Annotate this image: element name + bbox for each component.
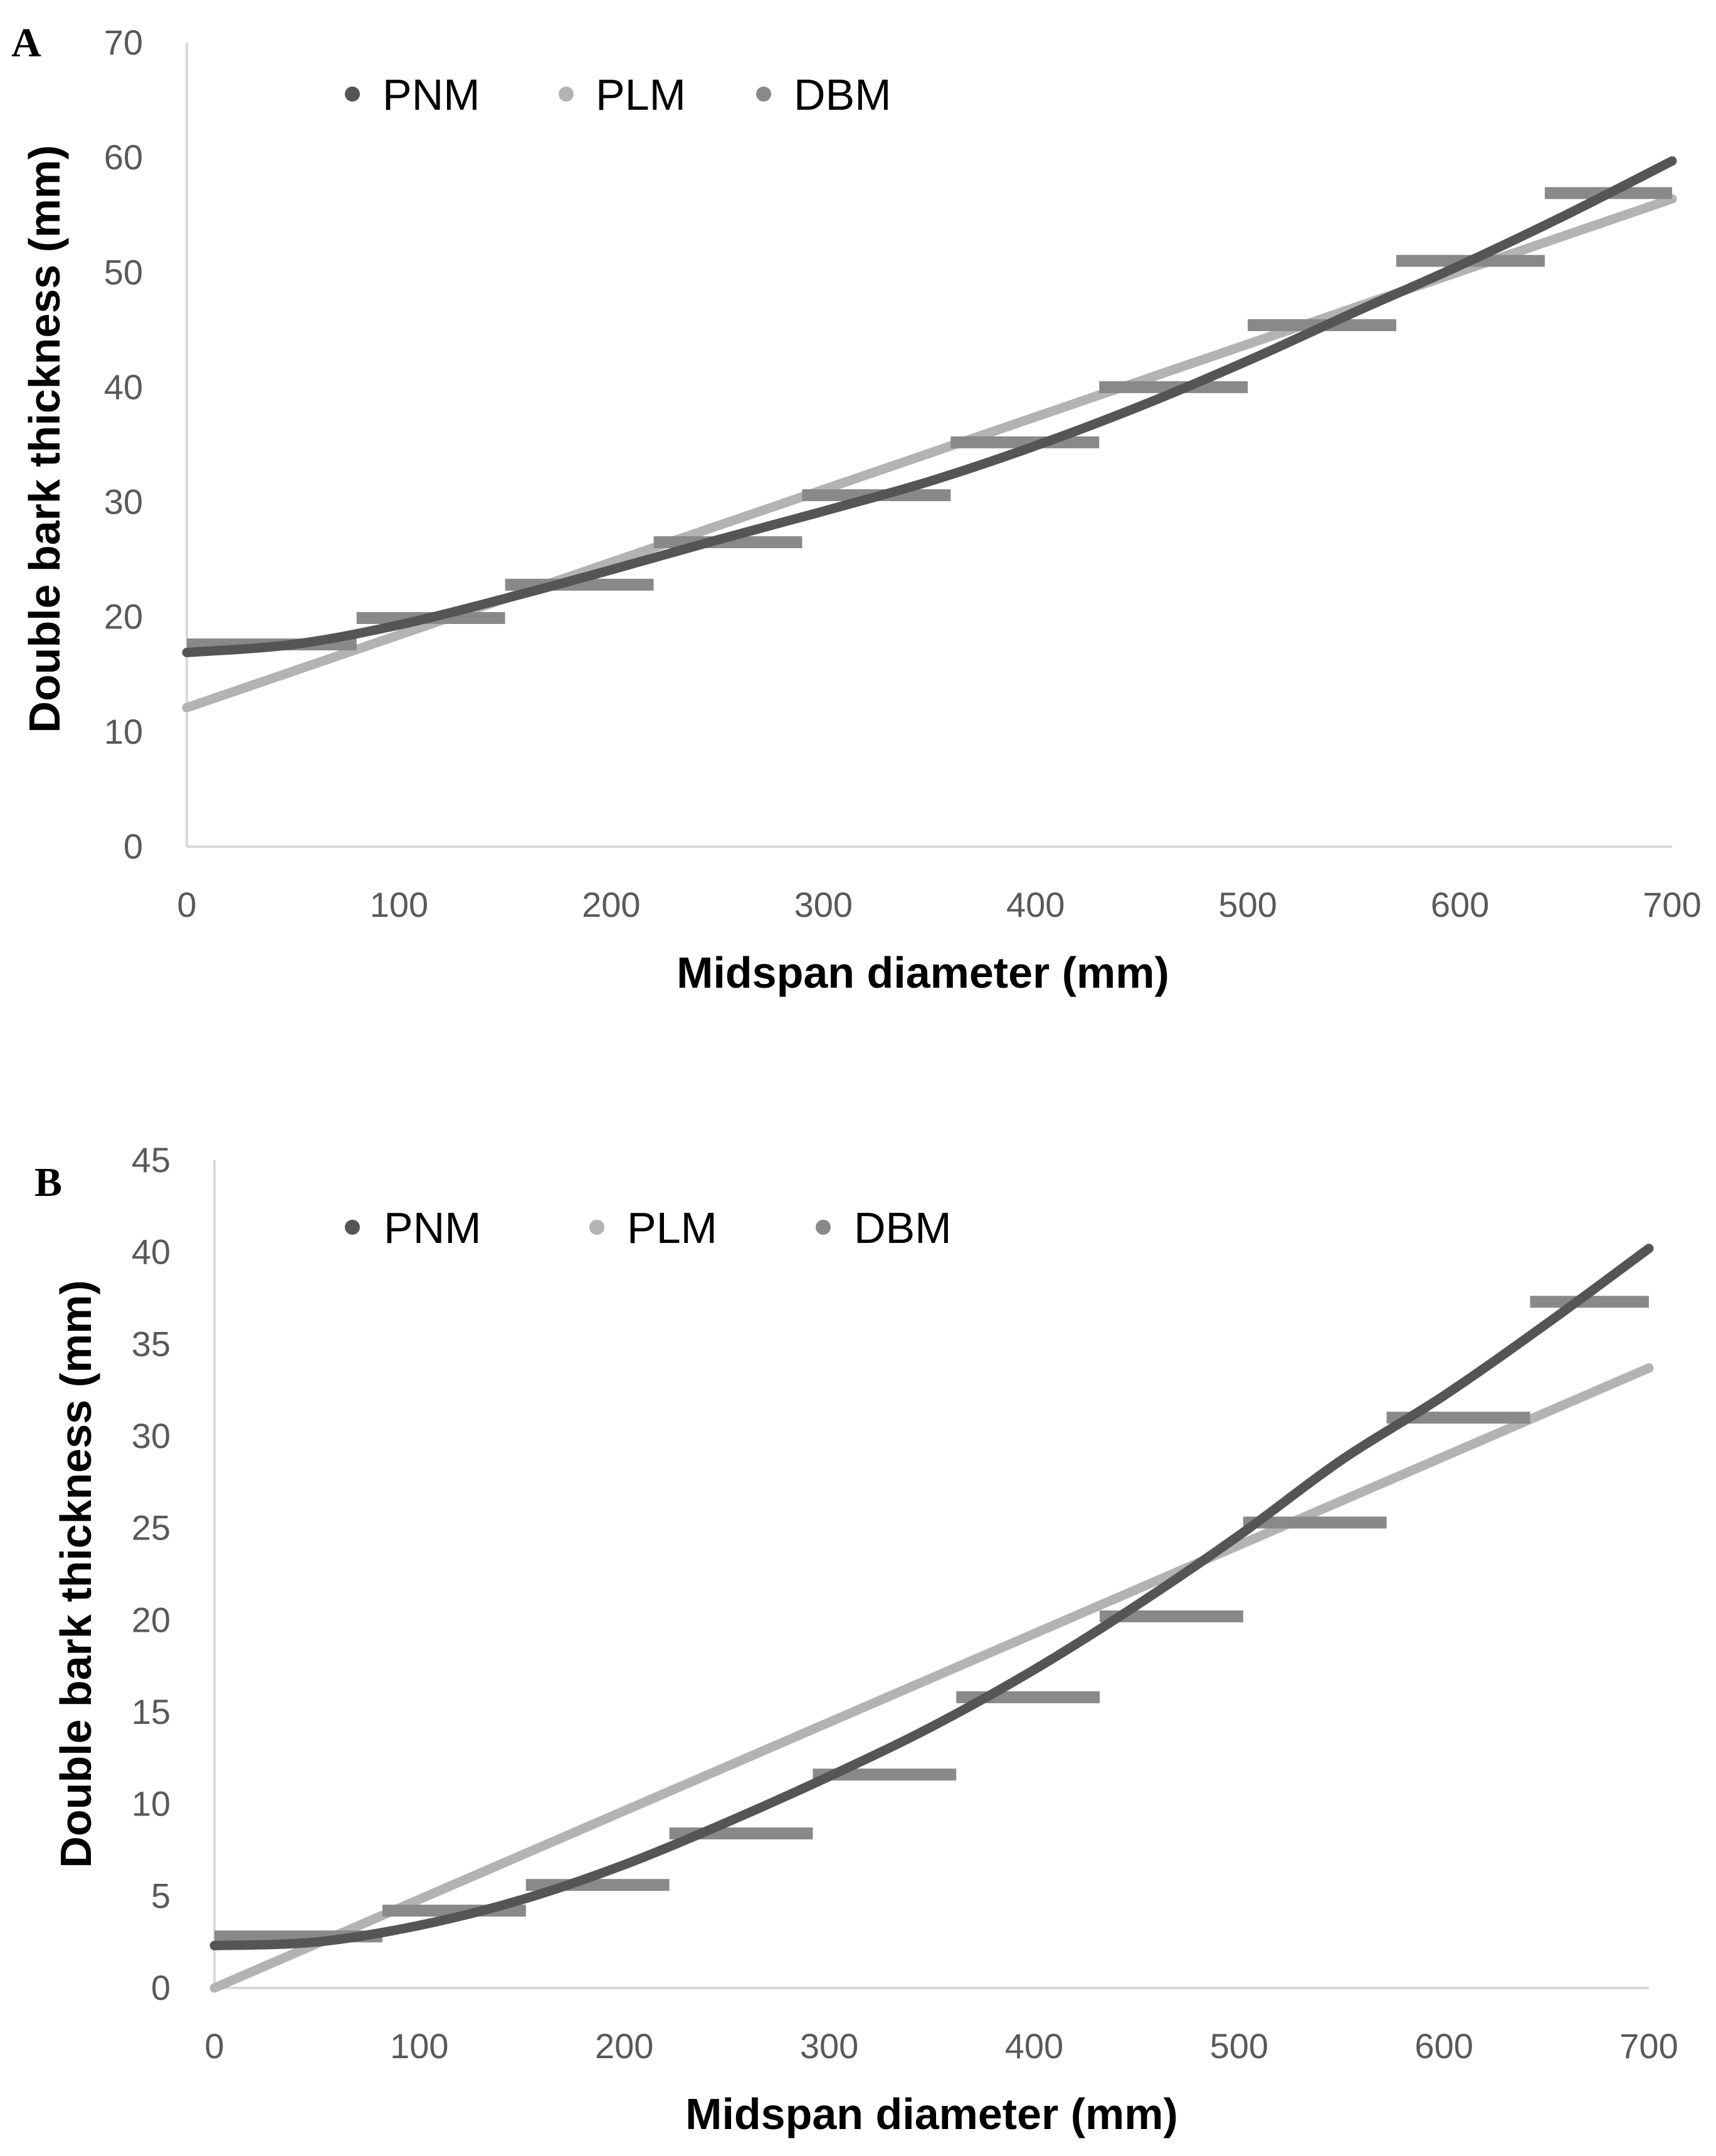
panel-b-legend-label-dbm: DBM [854,1203,952,1252]
panel-b-legend-marker-plm [589,1220,604,1235]
panel-a-x-tick-200: 200 [582,885,640,924]
panel-a-x-tick-0: 0 [177,885,196,924]
panel-a-y-tick-50: 50 [104,252,143,292]
panel-b-y-tick-45: 45 [132,1140,171,1180]
panel-b-legend-label-plm: PLM [627,1203,717,1252]
panel-b-y-tick-15: 15 [132,1692,171,1731]
panel-a-y-tick-20: 20 [104,597,143,637]
panel-a-legend: PNM PLM DBM [345,70,892,119]
panel-b-y-tick-30: 30 [132,1416,171,1456]
panel-b-y-tick-40: 40 [132,1232,171,1272]
panel-a-y-axis-title: Double bark thickness (mm) [20,145,69,732]
panel-a-series [182,156,1677,712]
panel-b-plm-line [209,1363,1654,1993]
panel-b-y-tick-10: 10 [132,1784,171,1824]
panel-a-legend-label-dbm: DBM [794,70,892,119]
panel-b-y-tick-20: 20 [132,1600,171,1639]
panel-a-letter: A [11,20,41,66]
panel-a-x-tick-400: 400 [1006,885,1065,924]
panel-b-letter: B [34,1160,62,1205]
panel-b-x-tick-200: 200 [595,2026,653,2066]
panel-a-y-tick-labels: 0 10 20 30 40 50 60 70 [104,23,143,866]
panel-b-x-tick-400: 400 [1005,2026,1063,2066]
panel-a-y-tick-30: 30 [104,482,143,522]
panel-b-x-tick-0: 0 [204,2026,224,2066]
panel-a-legend-marker-pnm [345,87,360,102]
panel-b-x-tick-labels: 0 100 200 300 400 500 600 700 [204,2026,1678,2066]
panel-a-x-tick-500: 500 [1218,885,1276,924]
panel-b-pnm-curve [209,1244,1654,1951]
panel-b-x-tick-300: 300 [800,2026,858,2066]
panel-a-x-tick-100: 100 [370,885,428,924]
panel-b-series [209,1244,1654,1993]
panel-a-y-tick-0: 0 [124,827,143,866]
panel-b-y-tick-25: 25 [132,1508,171,1548]
panel-a-x-tick-600: 600 [1431,885,1489,924]
panel-a-legend-label-plm: PLM [596,70,686,119]
panel-a-y-tick-70: 70 [104,23,143,62]
panel-b-x-tick-500: 500 [1210,2026,1268,2066]
panel-b-legend: PNM PLM DBM [345,1203,952,1252]
panel-b-x-tick-700: 700 [1619,2026,1678,2066]
panel-a-x-axis-title: Midspan diameter (mm) [676,948,1169,997]
panel-a-x-tick-700: 700 [1643,885,1701,924]
panel-a-y-tick-60: 60 [104,137,143,177]
panel-b-x-axis-title: Midspan diameter (mm) [685,2090,1178,2138]
panel-a-legend-marker-plm [559,87,574,102]
panel-b-legend-marker-pnm [345,1220,360,1235]
panel-a-legend-marker-dbm [756,87,771,102]
panel-b-y-tick-5: 5 [151,1876,171,1915]
panel-a-y-tick-40: 40 [104,367,143,406]
panel-a-x-tick-labels: 0 100 200 300 400 500 600 700 [177,885,1701,924]
panel-a-pnm-curve [182,156,1677,657]
panel-b-x-tick-100: 100 [390,2026,448,2066]
panel-b-y-tick-0: 0 [151,1968,171,2007]
panel-b-x-tick-600: 600 [1414,2026,1473,2066]
panel-b-y-tick-35: 35 [132,1324,171,1363]
panel-b-y-axis-title: Double bark thickness (mm) [51,1280,100,1868]
panel-a-x-tick-300: 300 [794,885,853,924]
panel-b-legend-marker-dbm [816,1220,831,1235]
panel-b-y-tick-labels: 0 5 10 15 20 25 30 35 40 45 [132,1140,171,2007]
chart-panel-a: A 0 10 20 30 40 50 60 70 0 100 200 300 400 500 600 700… [11,20,1702,997]
panel-a-legend-label-pnm: PNM [382,70,480,119]
panel-a-y-tick-10: 10 [104,712,143,751]
chart-panel-b: B 0 5 10 15 20 25 30 35 40 45 0 100 200 300 400 500 600… [34,1140,1678,2138]
panel-b-legend-label-pnm: PNM [384,1203,482,1252]
